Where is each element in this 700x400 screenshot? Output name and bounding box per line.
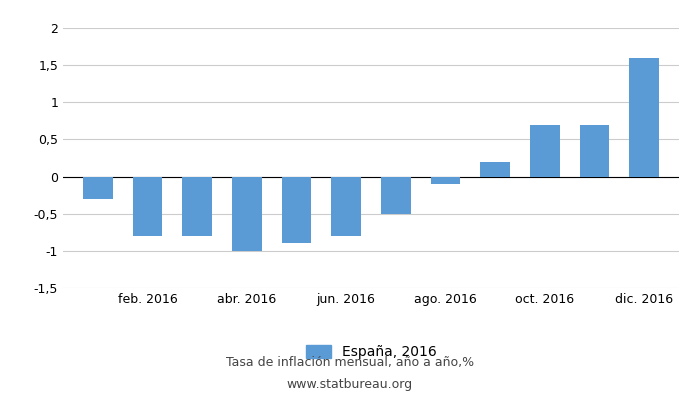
Bar <box>580 124 610 176</box>
Bar <box>281 176 312 244</box>
Bar <box>331 176 361 236</box>
Bar <box>182 176 212 236</box>
Bar <box>430 176 461 184</box>
Bar <box>381 176 411 214</box>
Text: Tasa de inflación mensual, año a año,%: Tasa de inflación mensual, año a año,% <box>226 356 474 369</box>
Bar <box>83 176 113 199</box>
Bar <box>232 176 262 251</box>
Bar <box>132 176 162 236</box>
Bar <box>629 58 659 176</box>
Bar <box>480 162 510 176</box>
Text: www.statbureau.org: www.statbureau.org <box>287 378 413 391</box>
Bar <box>530 124 560 176</box>
Legend: España, 2016: España, 2016 <box>306 345 436 359</box>
